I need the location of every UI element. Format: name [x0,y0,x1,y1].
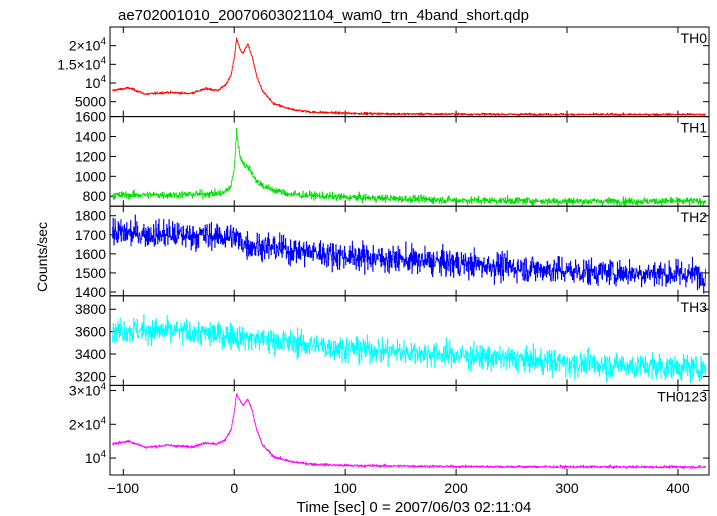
series-th0 [112,37,706,117]
y-tick-label: 1700 [75,227,106,243]
panel-frame-th2 [109,205,710,297]
y-tick-label: 2×104 [69,415,107,432]
x-tick-label: 100 [333,480,357,496]
panel-label-th0123: TH0123 [657,388,707,404]
series-th2 [112,214,706,294]
x-tick-label: −100 [108,480,140,496]
y-tick-label: 800 [83,188,107,204]
x-tick-label: 300 [555,480,579,496]
panel-frame-th0 [109,26,710,118]
panel-label-th0: TH0 [681,30,708,46]
panel-label-th1: TH1 [681,120,708,136]
y-tick-label: 104 [85,449,107,466]
panel-frame-th0123 [109,384,710,476]
y-tick-label: 5000 [75,94,106,110]
y-tick-label: 104 [85,74,107,91]
panel-label-th3: TH3 [681,299,708,315]
y-tick-label: 3200 [75,368,106,384]
x-tick-label: 400 [666,480,690,496]
y-tick-label: 1600 [75,246,106,262]
series-th1 [112,127,706,207]
series-th0123 [112,393,706,469]
chart-title: ae702001010_20070603021104_wam0_trn_4ban… [118,7,529,24]
y-tick-label: 1200 [75,148,106,164]
x-tick-label: 200 [444,480,468,496]
x-tick-label: 0 [230,480,238,496]
x-axis-label: Time [sec] 0 = 2007/06/03 02:11:04 [297,499,532,516]
y-axis-label: Counts/sec [34,222,50,292]
panel-frame-th3 [109,295,710,386]
y-tick-label: 3600 [75,324,106,340]
y-tick-label: 3400 [75,346,106,362]
series-th3 [112,314,706,383]
y-tick-label: 1400 [75,284,106,300]
y-tick-label: 2×104 [69,37,107,54]
y-tick-label: 1.5×104 [57,55,106,72]
y-tick-label: 1000 [75,168,106,184]
y-tick-label: 3800 [75,301,106,317]
y-tick-label: 1800 [75,208,106,224]
y-tick-label: 1500 [75,265,106,281]
y-tick-label: 1600 [75,109,106,125]
y-tick-label: 1400 [75,129,106,145]
y-tick-label: 3×104 [69,381,107,398]
panel-label-th2: TH2 [681,209,708,225]
